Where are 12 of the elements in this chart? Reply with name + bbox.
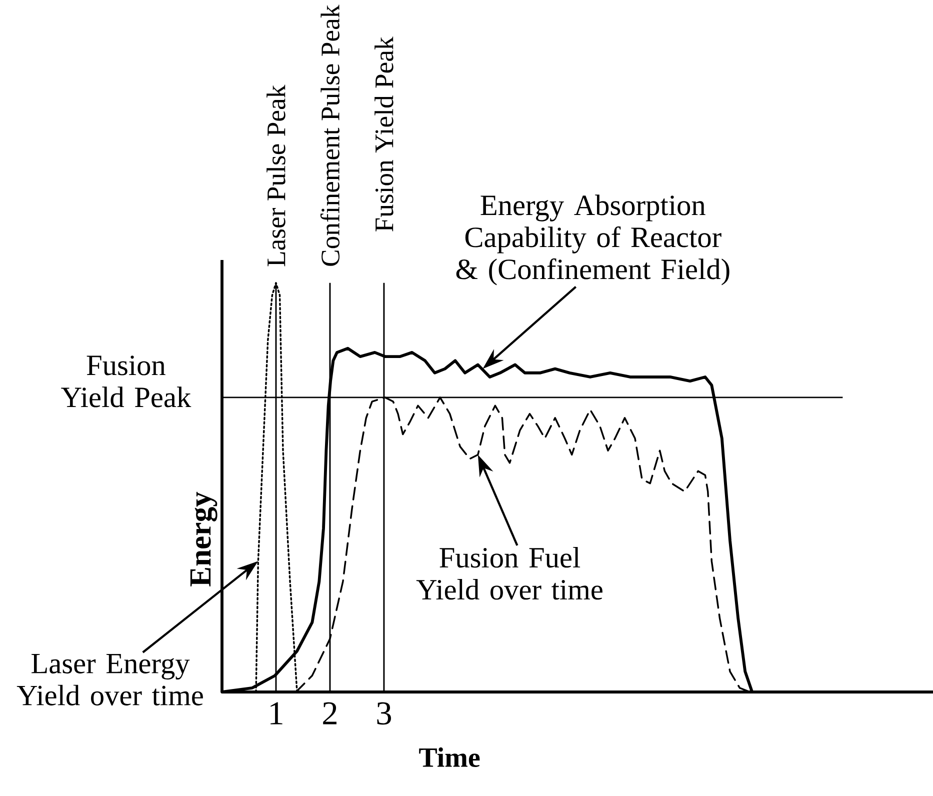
x-tick-label: 2 (323, 702, 336, 724)
x-axis-title: Time (419, 747, 480, 768)
annotation: Energy Absorption Capability of Reactor & (Confinement Field) (456, 194, 730, 286)
annotation: Fusion Fuel Yield over time (416, 547, 602, 600)
ref-line-label: Confinement Pulse Peak (320, 4, 340, 266)
ref-line-label: Laser Pulse Peak (266, 84, 286, 266)
ref-line-label: Fusion Yield Peak (374, 36, 394, 232)
text: Laser Energy Yield over time (16, 654, 203, 706)
ref-line-label: Fusion Yield Peak (61, 356, 192, 408)
x-tick-label: 3 (377, 702, 391, 725)
y-axis-title: Energy (190, 492, 218, 586)
x-tick-label: 1 (270, 702, 282, 724)
